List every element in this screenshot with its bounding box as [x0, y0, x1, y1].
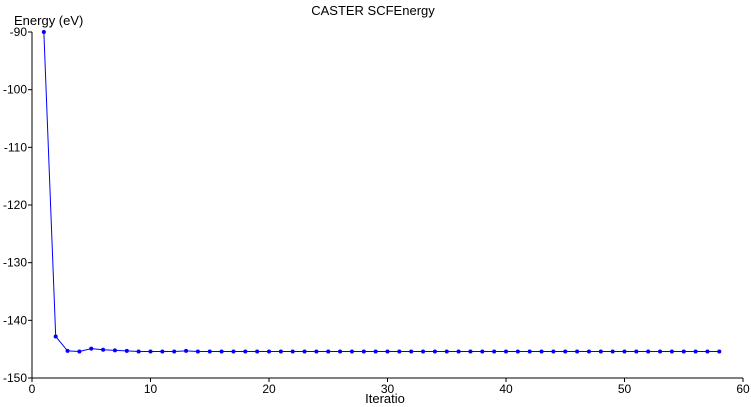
data-point: [705, 349, 710, 354]
data-point: [373, 349, 378, 354]
data-point: [231, 349, 236, 354]
data-point: [267, 349, 271, 354]
data-point: [539, 349, 544, 354]
data-point: [444, 349, 449, 354]
data-point: [409, 349, 414, 354]
y-tick-label: -130: [3, 256, 27, 270]
data-point: [207, 349, 212, 354]
data-point: [717, 349, 722, 354]
data-point: [326, 349, 331, 354]
data-point: [184, 348, 189, 353]
data-point: [658, 349, 663, 354]
data-point: [195, 349, 200, 354]
data-point: [527, 349, 532, 354]
data-point: [41, 30, 46, 34]
y-tick-label: -100: [3, 83, 27, 97]
data-point: [53, 334, 58, 339]
data-point: [349, 349, 354, 354]
data-point: [468, 349, 473, 354]
chart-title: CASTER SCFEnergy: [311, 3, 435, 18]
data-point: [551, 349, 556, 354]
data-point: [669, 349, 674, 354]
data-point: [492, 349, 497, 354]
y-tick-label: -110: [4, 140, 27, 154]
data-point: [610, 349, 615, 354]
x-axis-label: Iteratio: [365, 391, 405, 406]
data-point: [397, 349, 402, 354]
data-point: [314, 349, 319, 354]
plot-area: [41, 30, 722, 354]
data-point: [219, 349, 224, 354]
data-point: [693, 349, 698, 354]
data-point: [361, 349, 366, 354]
x-tick-label: 0: [29, 382, 36, 396]
data-point: [112, 348, 117, 353]
data-point: [172, 349, 177, 354]
y-tick-label: -140: [3, 313, 27, 327]
data-point: [432, 349, 437, 354]
axes: [31, 32, 743, 379]
data-point: [124, 348, 129, 353]
data-point: [575, 349, 580, 354]
series-line: [43, 31, 720, 352]
y-tick-label: -150: [3, 371, 27, 385]
data-point: [255, 349, 260, 354]
x-tick-label: 30: [381, 382, 395, 396]
data-point: [302, 349, 307, 354]
data-point: [385, 349, 390, 354]
data-point: [634, 349, 639, 354]
axis-ticks: 0 10 20 30 40 50 60 -90 -100 -110 -120 -130 -140 -150: [3, 25, 750, 396]
data-point: [136, 349, 141, 354]
y-axis-label: Energy (eV): [14, 13, 83, 28]
data-point: [515, 349, 520, 354]
data-point: [681, 349, 686, 354]
data-point: [421, 349, 426, 354]
data-point: [89, 346, 94, 351]
data-point: [77, 349, 82, 354]
x-tick-label: 40: [499, 382, 513, 396]
x-tick-label: 10: [144, 382, 158, 396]
data-point: [101, 347, 106, 352]
data-point: [504, 349, 508, 354]
data-point: [338, 349, 343, 354]
y-tick-label: -90: [10, 25, 28, 39]
data-point: [456, 349, 461, 354]
data-point: [278, 349, 283, 354]
data-point: [480, 349, 485, 354]
data-point: [646, 349, 651, 354]
y-tick-label: -120: [3, 198, 27, 212]
x-tick-label: 60: [736, 382, 750, 396]
data-point: [160, 349, 165, 354]
data-point: [563, 349, 568, 354]
data-point: [290, 349, 295, 354]
data-point: [598, 349, 603, 354]
x-tick-label: 50: [618, 382, 632, 396]
data-point: [622, 349, 627, 354]
data-point: [586, 349, 591, 354]
x-tick-label: 20: [262, 382, 276, 396]
data-point: [65, 348, 70, 353]
data-point: [148, 349, 153, 354]
data-point: [243, 349, 248, 354]
